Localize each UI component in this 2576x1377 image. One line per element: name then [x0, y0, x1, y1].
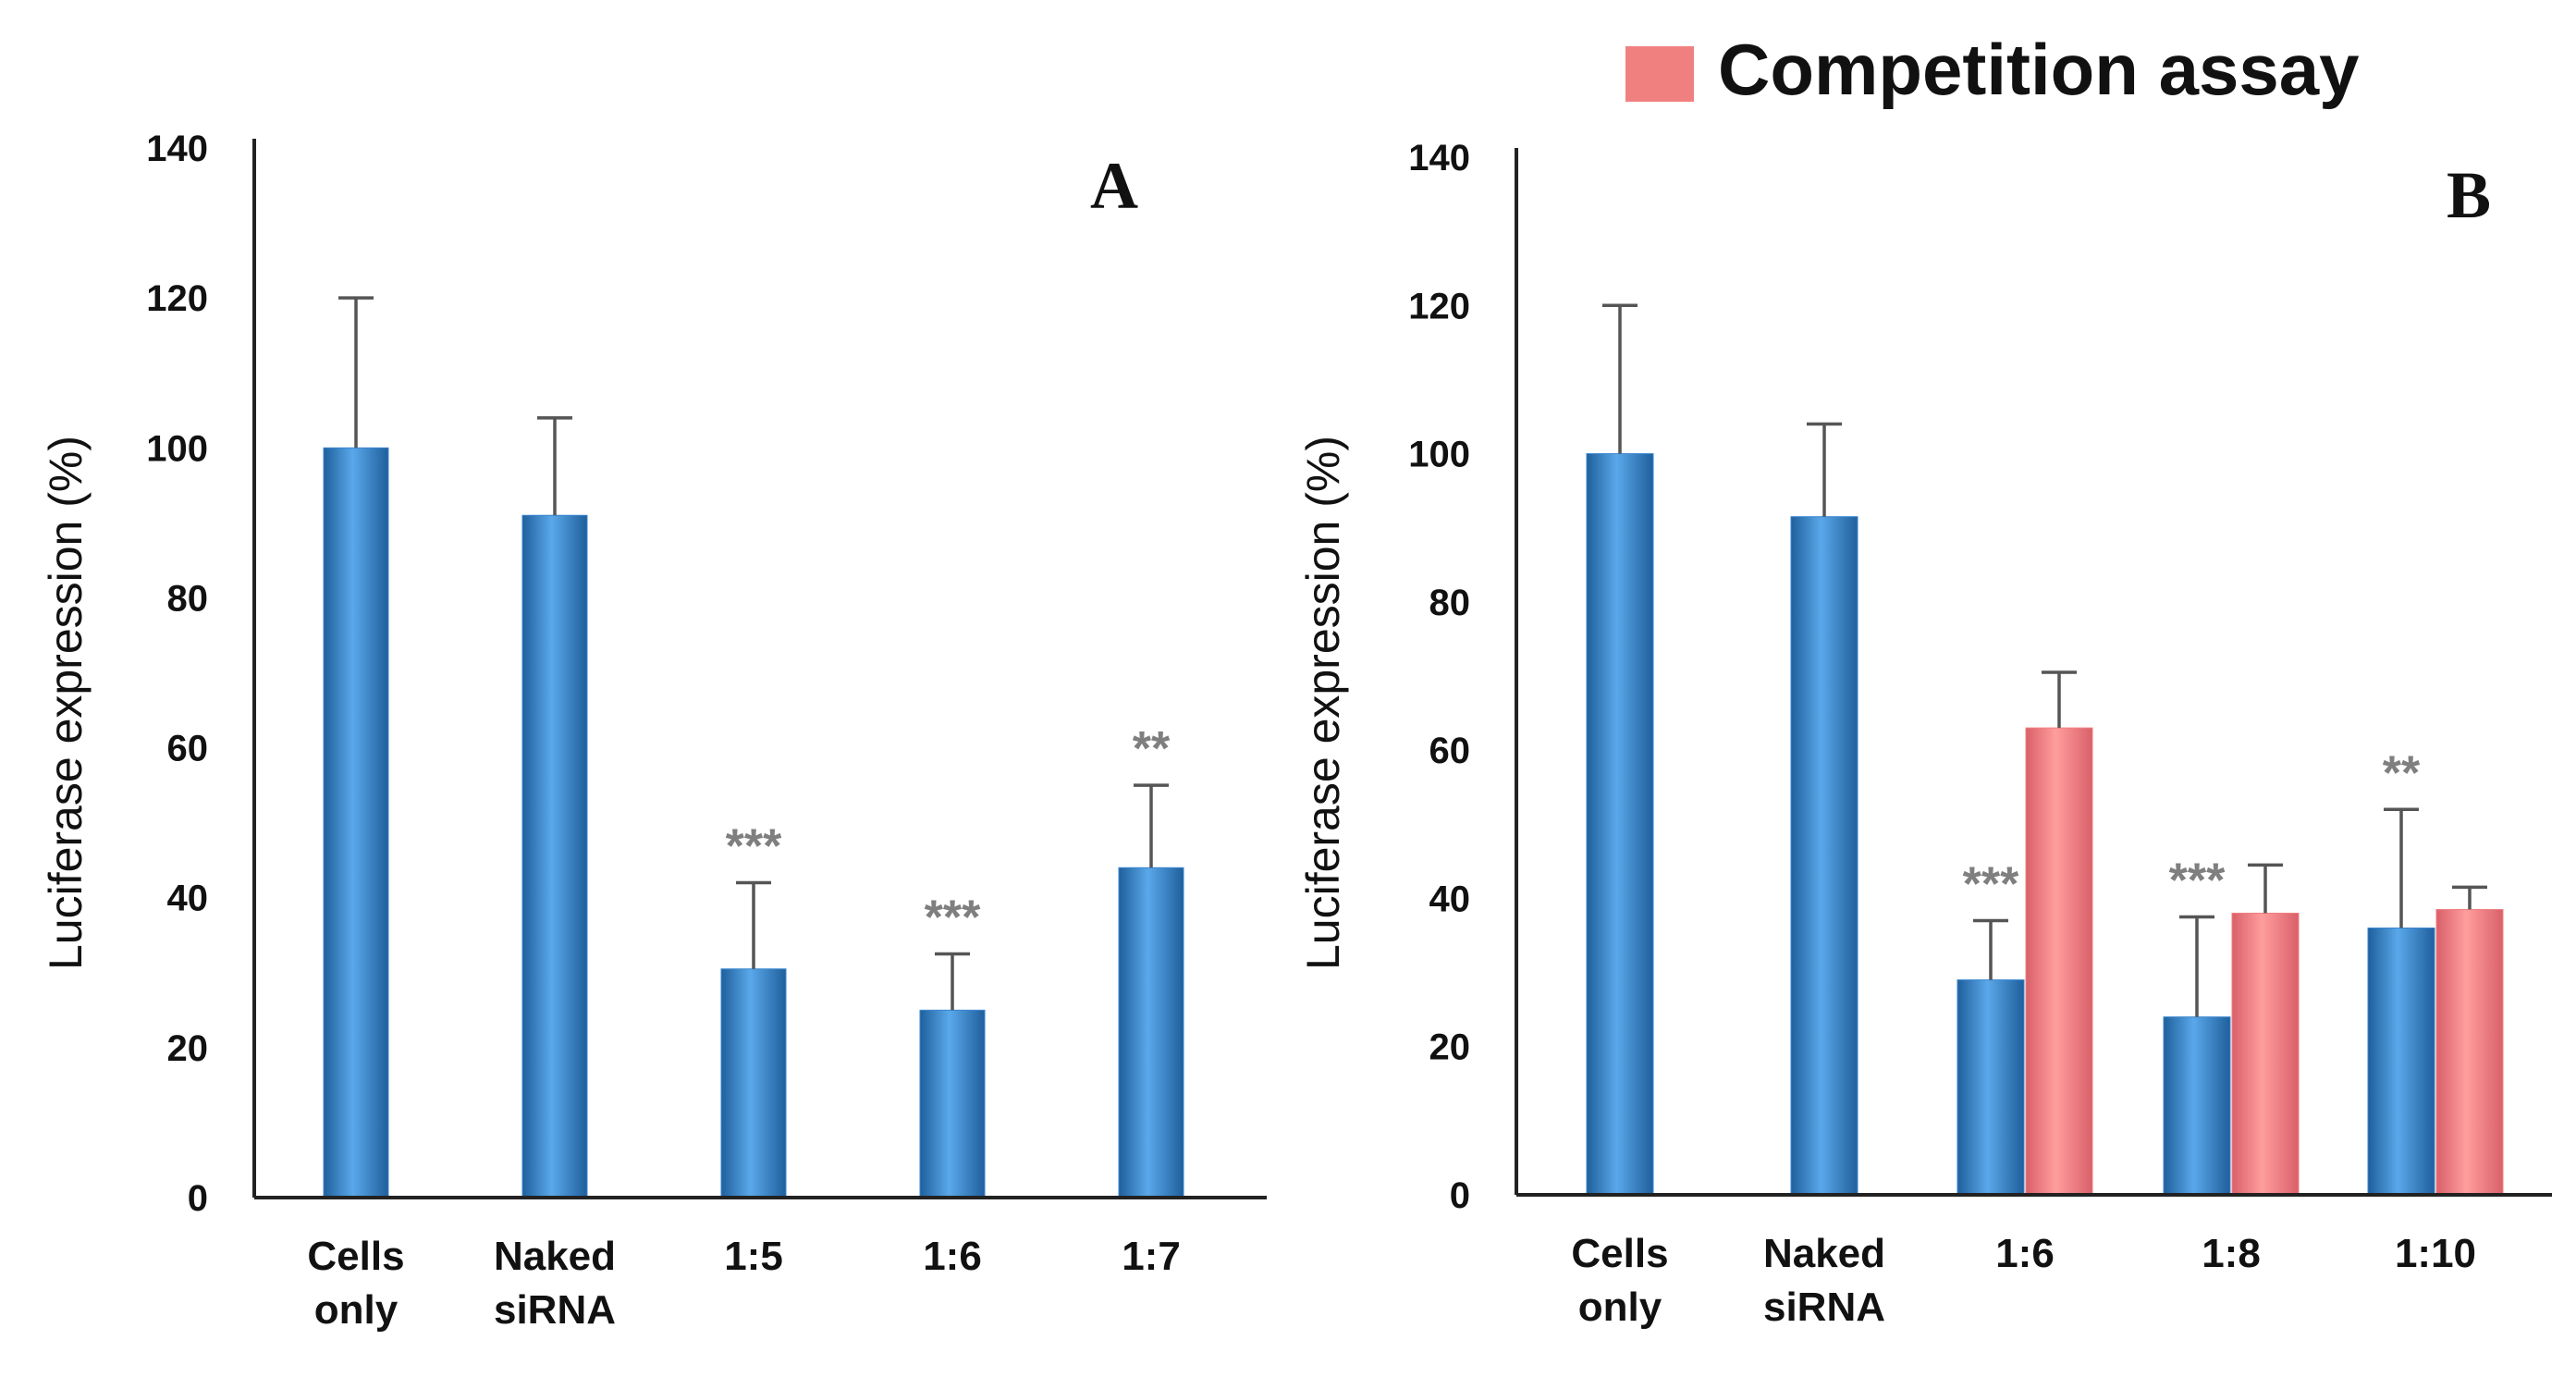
significance-marks: ********: [726, 722, 1171, 944]
x-category-label: 1:6: [923, 1234, 982, 1279]
bar: [1586, 453, 1654, 1196]
significance-marks: ********: [1963, 746, 2421, 911]
bar: [1118, 867, 1184, 1199]
y-tick-label: 60: [1429, 731, 1471, 771]
significance-label: ***: [2169, 854, 2226, 907]
bar-competition: [2231, 912, 2300, 1196]
bar: [323, 447, 389, 1199]
y-tick-label: 140: [1408, 138, 1470, 178]
x-category-label: Naked siRNA: [494, 1234, 616, 1333]
chart-panel-a: Luciferase expression (%) A 0 20 40 60 80 100…: [40, 129, 1267, 1333]
x-categories: Cells only Naked siRNA 1:5 1:6 1:7: [307, 1234, 1180, 1333]
significance-label: ***: [1963, 857, 2019, 911]
x-category-label: Cells only: [1571, 1231, 1668, 1330]
y-tick-label: 20: [167, 1028, 209, 1069]
legend-swatch: [1625, 46, 1694, 102]
panel-label: A: [1090, 149, 1138, 223]
axes: [1515, 148, 2552, 1197]
error-bars: [338, 296, 1169, 1011]
y-tick-label: 140: [146, 129, 208, 169]
y-ticks: 0 20 40 60 80 100 120 140: [146, 129, 208, 1219]
bars: [1586, 453, 2504, 1196]
y-tick-label: 0: [188, 1178, 208, 1219]
bar: [1790, 516, 1858, 1196]
x-category-label: Cells only: [307, 1234, 404, 1333]
axes: [252, 139, 1267, 1199]
bar: [720, 968, 787, 1199]
bar: [919, 1009, 986, 1199]
significance-label: ***: [925, 891, 981, 945]
y-ticks: 0 20 40 60 80 100 120 140: [1408, 138, 1470, 1216]
y-tick-label: 0: [1450, 1175, 1470, 1216]
significance-label: **: [2383, 746, 2421, 800]
x-category-label: Naked siRNA: [1763, 1231, 1885, 1330]
y-tick-label: 80: [167, 578, 209, 619]
bar: [2367, 927, 2435, 1196]
bars: [323, 447, 1184, 1199]
y-tick-label: 40: [167, 879, 209, 919]
x-category-label: 1:6: [1995, 1231, 2055, 1276]
y-axis-title: Luciferase expression (%): [1297, 436, 1349, 970]
x-category-label: 1:8: [2202, 1231, 2261, 1276]
y-tick-label: 40: [1429, 879, 1471, 919]
y-tick-label: 20: [1429, 1027, 1471, 1068]
x-categories: Cells only Naked siRNA 1:6 1:8 1:10: [1571, 1231, 2476, 1330]
x-category-label: 1:5: [724, 1234, 783, 1279]
significance-label: **: [1133, 722, 1171, 776]
y-tick-label: 120: [146, 278, 208, 319]
panel-label: B: [2447, 158, 2491, 232]
bar: [2163, 1016, 2231, 1196]
bar: [1957, 979, 2025, 1196]
x-category-label: 1:7: [1122, 1234, 1181, 1279]
chart-panel-b: Luciferase expression (%) B 0 20 40 60 80 100…: [1297, 138, 2552, 1330]
legend: Competition assay: [1625, 29, 2360, 110]
y-axis-title: Luciferase expression (%): [40, 436, 92, 970]
legend-label: Competition assay: [1718, 29, 2360, 110]
error-bars: [1602, 303, 2487, 1017]
bar-competition: [2435, 908, 2504, 1196]
significance-label: ***: [726, 820, 782, 874]
y-tick-label: 100: [146, 428, 208, 469]
y-tick-label: 100: [1408, 435, 1470, 475]
x-category-label: 1:10: [2395, 1231, 2476, 1276]
y-tick-label: 80: [1429, 583, 1471, 623]
y-tick-label: 60: [167, 729, 209, 769]
bar: [521, 514, 588, 1199]
y-tick-label: 120: [1408, 286, 1470, 326]
bar-competition: [2025, 727, 2093, 1196]
